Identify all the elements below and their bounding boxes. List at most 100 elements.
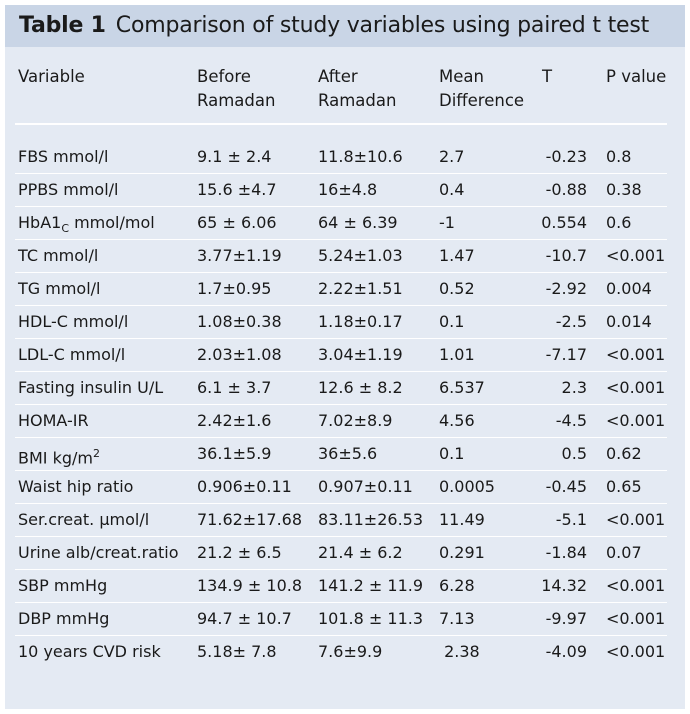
cell-after: 2.22±1.51	[318, 279, 403, 298]
row-divider	[15, 404, 667, 405]
cell-mean-difference: 11.49	[439, 510, 485, 529]
cell-variable: 10 years CVD risk	[18, 642, 161, 661]
cell-before: 134.9 ± 10.8	[197, 576, 303, 595]
table-row: TG mmol/l 1.7±0.95 2.22±1.51 0.52 -2.92 0.004	[5, 273, 685, 306]
cell-mean-difference: 6.28	[439, 576, 475, 595]
cell-mean-difference: 1.01	[439, 345, 475, 364]
cell-mean-difference: 0.291	[439, 543, 485, 562]
cell-t: -5.1	[555, 510, 587, 529]
row-divider	[15, 272, 667, 273]
cell-variable: DBP mmHg	[18, 609, 110, 628]
cell-variable: LDL-C mmol/l	[18, 345, 126, 364]
cell-before: 71.62±17.68	[197, 510, 303, 529]
cell-variable-main: HbA1	[18, 213, 62, 232]
cell-before: 2.42±1.6	[197, 411, 272, 430]
cell-mean-difference: 0.52	[439, 279, 475, 298]
cell-p-value: 0.38	[606, 180, 642, 199]
row-divider	[15, 569, 667, 570]
cell-mean-difference: 0.1	[439, 312, 465, 331]
cell-t: -2.5	[555, 312, 587, 331]
cell-p-value: <0.001	[606, 609, 666, 628]
row-divider	[15, 536, 667, 537]
row-divider	[15, 371, 667, 372]
cell-after: 3.04±1.19	[318, 345, 403, 364]
cell-variable: HDL-C mmol/l	[18, 312, 129, 331]
cell-variable: TG mmol/l	[18, 279, 101, 298]
header-after: After Ramadan	[318, 65, 396, 113]
table-row: FBS mmol/l 9.1 ± 2.4 11.8±10.6 2.7 -0.23 0.8	[5, 141, 685, 174]
table-caption: Comparison of study variables using pair…	[115, 13, 650, 38]
cell-p-value: 0.65	[606, 477, 642, 496]
cell-variable: PPBS mmol/l	[18, 180, 119, 199]
cell-p-value: 0.8	[606, 147, 632, 166]
cell-before: 94.7 ± 10.7	[197, 609, 292, 628]
row-divider	[15, 470, 667, 471]
cell-t: -2.92	[545, 279, 587, 298]
cell-variable: TC mmol/l	[18, 246, 99, 265]
cell-t: -0.88	[545, 180, 587, 199]
table-title: Table 1 Comparison of study variables usi…	[19, 13, 649, 38]
cell-mean-difference: 2.7	[439, 147, 465, 166]
cell-t: -9.97	[545, 609, 587, 628]
table-row: PPBS mmol/l 15.6 ±4.7 16±4.8 0.4 -0.88 0.38	[5, 174, 685, 207]
table-row: HOMA-IR 2.42±1.6 7.02±8.9 4.56 -4.5 <0.001	[5, 405, 685, 438]
cell-mean-difference: 0.0005	[439, 477, 495, 496]
cell-mean-difference: 0.4	[439, 180, 465, 199]
header-variable: Variable	[18, 67, 85, 86]
cell-p-value: <0.001	[606, 378, 666, 397]
cell-before: 2.03±1.08	[197, 345, 282, 364]
cell-variable: SBP mmHg	[18, 576, 108, 595]
cell-mean-difference: 0.1	[439, 444, 465, 463]
table-row: SBP mmHg 134.9 ± 10.8 141.2 ± 11.9 6.28 14.3…	[5, 570, 685, 603]
header-before-line2: Ramadan	[197, 91, 276, 110]
cell-after: 36±5.6	[318, 444, 378, 463]
cell-variable: FBS mmol/l	[18, 147, 109, 166]
cell-before: 1.7±0.95	[197, 279, 272, 298]
table-number: Table 1	[19, 13, 106, 38]
header-mean-line1: Mean	[439, 67, 484, 86]
cell-before: 0.906±0.11	[197, 477, 292, 496]
cell-mean-difference: 1.47	[439, 246, 475, 265]
table-row: HDL-C mmol/l 1.08±0.38 1.18±0.17 0.1 -2.5 0.0…	[5, 306, 685, 339]
cell-t: 2.3	[561, 378, 587, 397]
cell-variable: HOMA-IR	[18, 411, 89, 430]
header-after-line2: Ramadan	[318, 91, 397, 110]
cell-variable: Fasting insulin U/L	[18, 378, 164, 397]
cell-after: 101.8 ± 11.3	[318, 609, 424, 628]
header-divider	[15, 123, 667, 125]
cell-after: 64 ± 6.39	[318, 213, 398, 232]
header-mean-difference: Mean Difference	[439, 65, 524, 113]
table-row: HbA1C mmol/mol 65 ± 6.06 64 ± 6.39 -1 0.554 0…	[5, 207, 685, 240]
row-divider	[15, 602, 667, 603]
header-mean-line2: Difference	[439, 91, 525, 110]
cell-before: 5.18± 7.8	[197, 642, 277, 661]
cell-variable: Waist hip ratio	[18, 477, 134, 496]
cell-after: 16±4.8	[318, 180, 378, 199]
cell-variable: Urine alb/creat.ratio	[18, 543, 179, 562]
cell-p-value: <0.001	[606, 411, 666, 430]
cell-p-value: <0.001	[606, 576, 666, 595]
header-before: Before Ramadan	[197, 65, 275, 113]
cell-t: 0.5	[561, 444, 587, 463]
cell-t: -0.23	[545, 147, 587, 166]
cell-t: -4.5	[555, 411, 587, 430]
cell-t: -10.7	[545, 246, 587, 265]
cell-before: 1.08±0.38	[197, 312, 282, 331]
cell-variable: Ser.creat. µmol/l	[18, 510, 150, 529]
cell-before: 21.2 ± 6.5	[197, 543, 282, 562]
row-divider	[15, 173, 667, 174]
cell-t: 14.32	[541, 576, 587, 595]
cell-t: -1.84	[545, 543, 587, 562]
header-after-line1: After	[318, 67, 358, 86]
cell-after: 7.02±8.9	[318, 411, 393, 430]
table-row: Urine alb/creat.ratio 21.2 ± 6.5 21.4 ± 6.…	[5, 537, 685, 570]
table-row: BMI kg/m2 36.1±5.9 36±5.6 0.1 0.5 0.62	[5, 438, 685, 471]
cell-after: 11.8±10.6	[318, 147, 403, 166]
cell-after: 21.4 ± 6.2	[318, 543, 403, 562]
cell-t: -0.45	[545, 477, 587, 496]
cell-p-value: 0.014	[606, 312, 652, 331]
table-row: Ser.creat. µmol/l 71.62±17.68 83.11±26.53 1…	[5, 504, 685, 537]
cell-before: 6.1 ± 3.7	[197, 378, 272, 397]
cell-variable: HbA1C mmol/mol	[18, 213, 155, 239]
row-divider	[15, 437, 667, 438]
